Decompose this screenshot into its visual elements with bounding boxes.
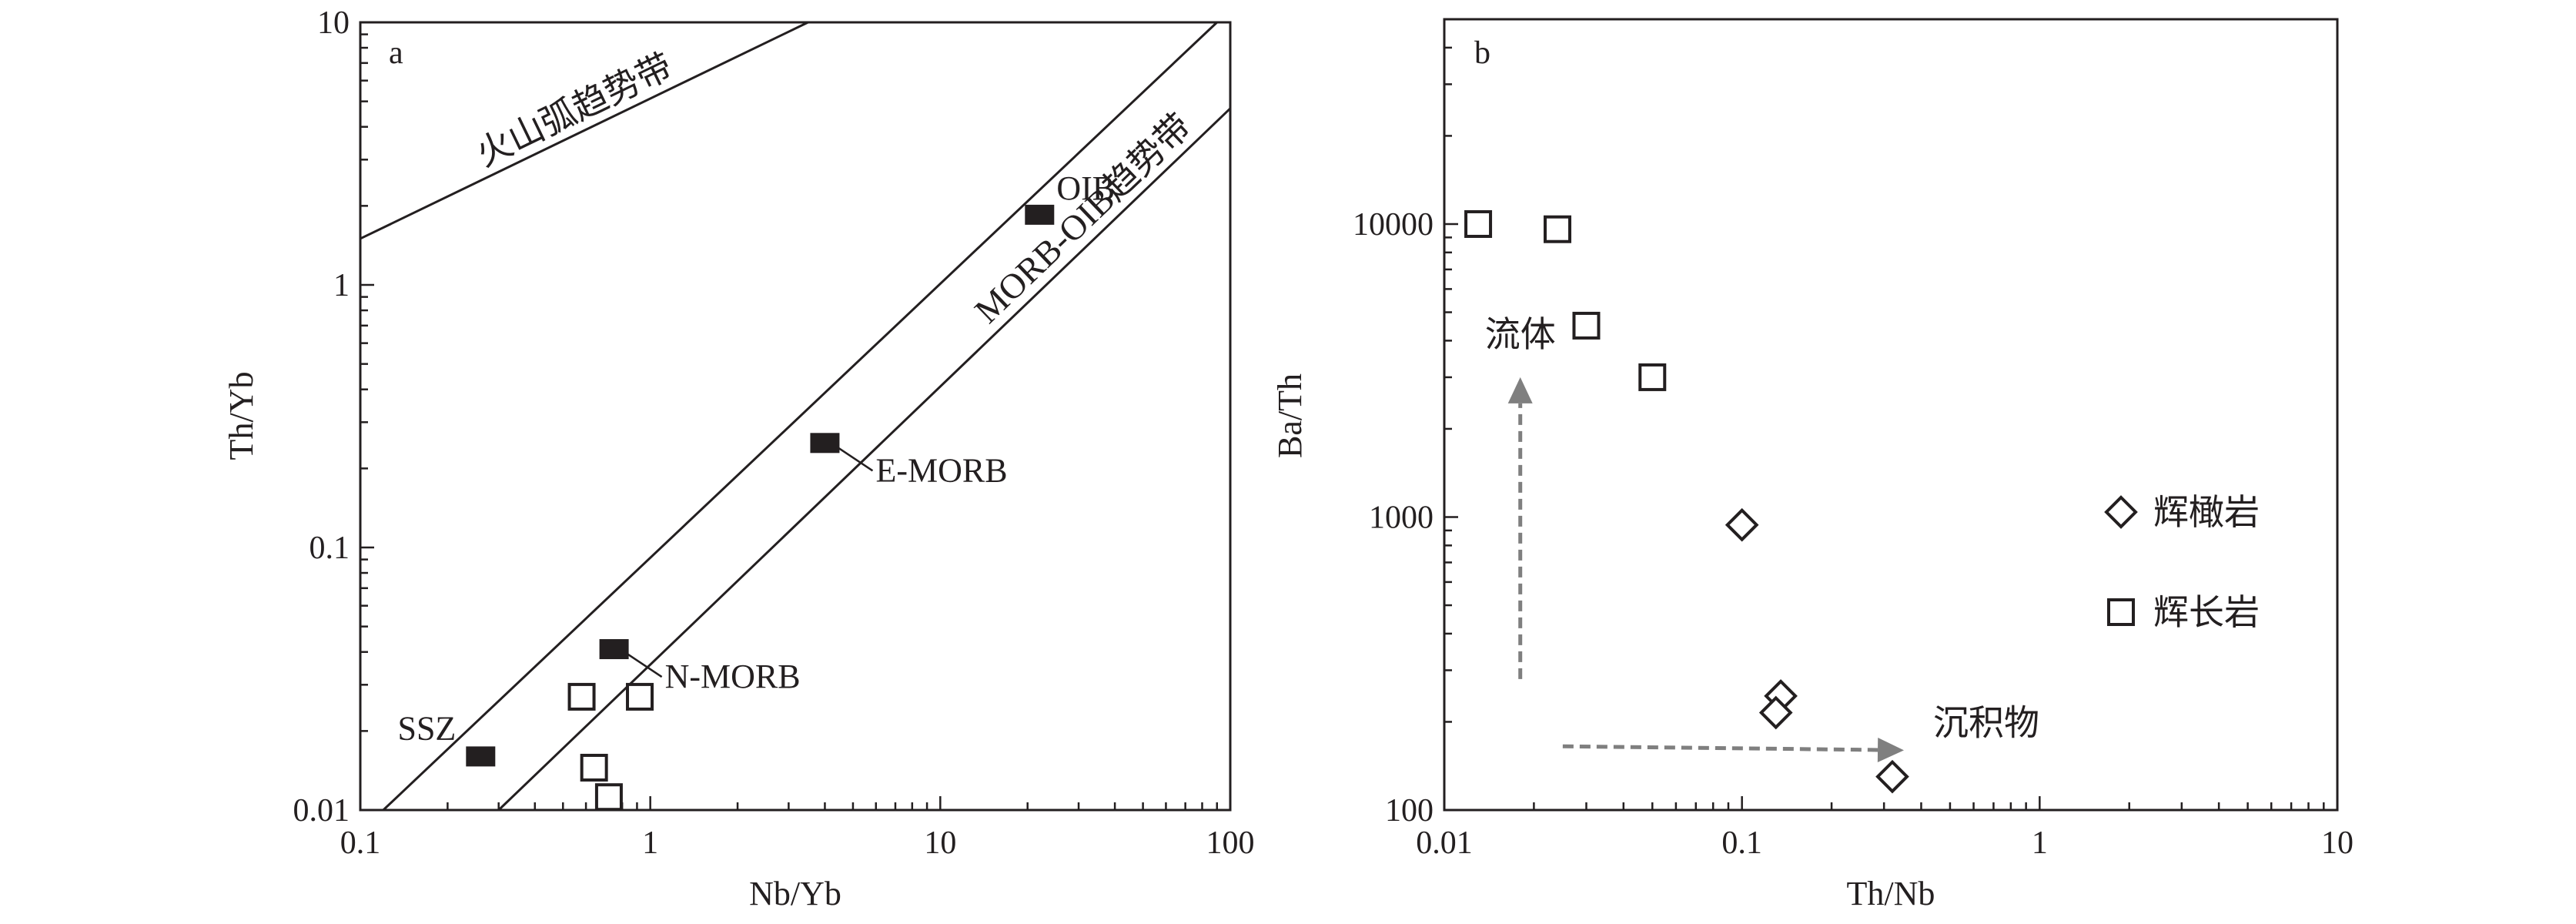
panel-a-y-tick-label: 0.1 xyxy=(309,531,350,566)
legend-label-2: 辉长岩 xyxy=(2153,593,2260,632)
panel-b-diamond-point xyxy=(1725,507,1759,542)
trend-line-3 xyxy=(497,107,1232,812)
panel-b-square-point xyxy=(1544,215,1572,243)
arrow-label-up: 流体 xyxy=(1485,315,1556,354)
reference-point-oib xyxy=(1025,204,1055,225)
reference-label-e-morb: E-MORB xyxy=(875,451,1007,489)
panel-b-y-tick-label: 10000 xyxy=(1353,207,1434,243)
reference-point-ssz xyxy=(466,746,496,767)
panel-b-ticks: 0.01 0.1 1 10 100 1000 10000 xyxy=(1353,46,2354,861)
reference-point-e-morb xyxy=(810,433,840,454)
trend-line-1 xyxy=(360,21,809,240)
reference-label-n-morb: N-MORB xyxy=(665,658,801,695)
arrow-right-shaft xyxy=(1562,744,1878,752)
panel-a-x-tick-label: 10 xyxy=(924,825,956,861)
panel-b-y-tick-label: 100 xyxy=(1385,793,1434,829)
legend-label-1: 辉橄岩 xyxy=(2153,493,2260,532)
panel-a-y-axis-label: Th/Yb xyxy=(222,372,260,460)
panel-b-label: b xyxy=(1474,35,1490,71)
panel-b-diamond-point xyxy=(1875,759,1909,794)
legend-square-icon xyxy=(2107,598,2135,626)
reference-label-ssz: SSZ xyxy=(397,709,456,747)
panel-a-y-tick-label: 0.01 xyxy=(293,793,350,829)
reference-label-oib: OIB xyxy=(1056,169,1115,207)
panel-b-diamond-point xyxy=(1758,695,1793,730)
panel-a-x-tick-label: 0.1 xyxy=(340,825,381,861)
arrow-up-head xyxy=(1507,377,1533,403)
trend-line-2 xyxy=(382,21,1218,812)
panel-a-open-square-point xyxy=(594,783,623,812)
panel-b-x-tick-label: 0.01 xyxy=(1416,825,1473,861)
panel-a-label: a xyxy=(389,35,403,71)
panel-a-x-tick-label: 1 xyxy=(642,825,658,861)
panel-a-plot-frame xyxy=(359,21,1232,812)
arrow-right-head xyxy=(1877,737,1905,762)
panel-a-x-tick-label: 100 xyxy=(1206,825,1255,861)
panel-a-open-square-point xyxy=(626,682,654,711)
panel-b-data-points xyxy=(1464,209,1909,794)
panel-b-y-axis-label: Ba/Th xyxy=(1271,373,1309,458)
panel-b: b Th/Nb Ba/Th 0.01 0.1 1 10 100 1000 10000 流体沉… xyxy=(1271,18,2354,912)
panel-a-data-points: OIB E-MORB N-MORB SSZ xyxy=(397,169,1115,812)
panel-b-square-point xyxy=(1572,311,1601,340)
panel-a-open-square-point xyxy=(580,753,608,782)
trend-line-label-1: 火山弧趋势带 xyxy=(470,46,679,174)
legend-diamond-icon xyxy=(2104,495,2138,529)
panel-b-x-tick-label: 0.1 xyxy=(1721,825,1762,861)
panel-b-plot-frame xyxy=(1443,18,2339,812)
reference-leader-line xyxy=(624,651,663,678)
panel-b-square-point xyxy=(1464,209,1493,238)
panel-a-y-tick-label: 1 xyxy=(333,268,350,303)
panel-a-x-axis-label: Nb/Yb xyxy=(749,875,841,912)
panel-a-y-tick-label: 10 xyxy=(317,5,350,41)
arrow-label-right: 沉积物 xyxy=(1933,703,2039,742)
panel-b-x-axis-label: Th/Nb xyxy=(1847,875,1935,912)
panel-b-y-tick-label: 1000 xyxy=(1369,500,1434,535)
trend-line-label-3: MORB-OIB趋势带 xyxy=(967,106,1199,331)
reference-point-n-morb xyxy=(599,639,629,660)
panel-a-open-square-point xyxy=(567,682,596,711)
panel-b-x-tick-label: 10 xyxy=(2321,825,2354,861)
panel-b-x-tick-label: 1 xyxy=(2032,825,2048,861)
panel-b-square-point xyxy=(1638,363,1667,391)
reference-leader-line xyxy=(835,445,874,472)
